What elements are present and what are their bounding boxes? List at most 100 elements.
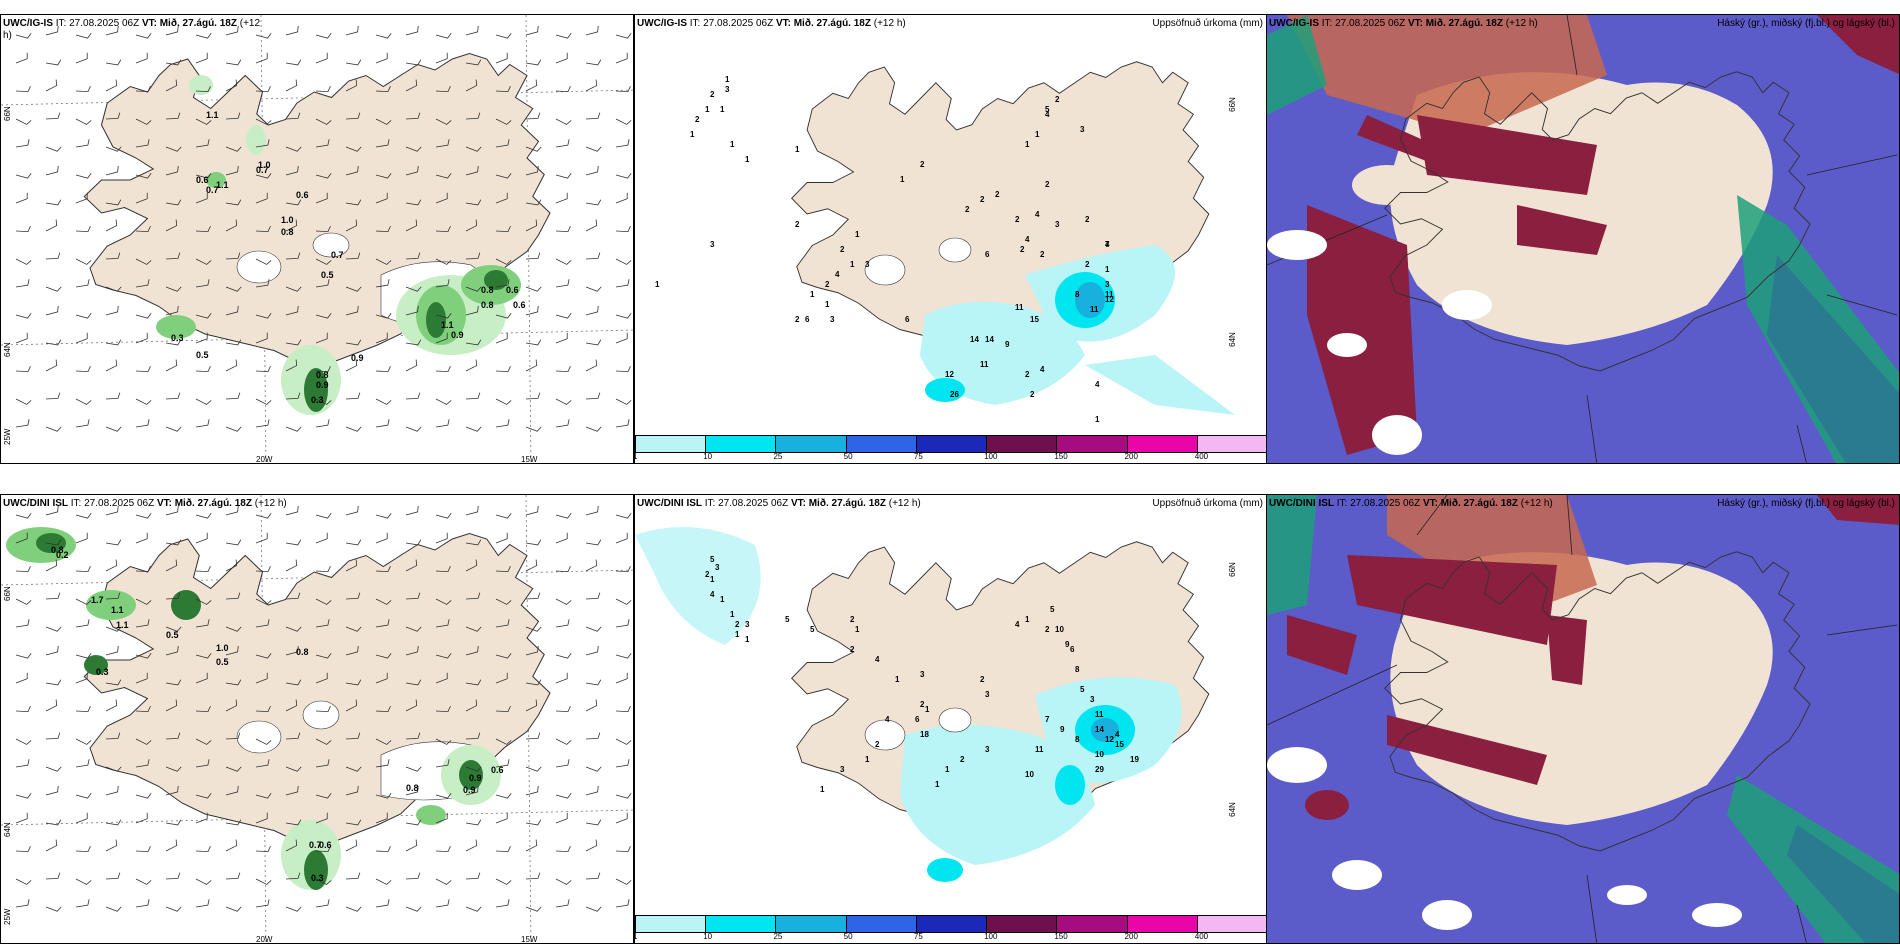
wind-barb (15, 332, 28, 344)
precip-value: 2 (695, 115, 700, 124)
wind-map-canvas (1, 15, 633, 463)
wind-barb (585, 906, 602, 912)
precip-value: 1 (705, 105, 710, 114)
map-title: Háský (gr.), miðský (fj.bl.) og lágský (… (1717, 18, 1895, 29)
wind-barb (75, 398, 92, 405)
wind-barb (15, 192, 28, 204)
wind-barb (375, 52, 388, 64)
wind-barb (195, 565, 211, 573)
wind-barb (465, 839, 478, 852)
lat-label: 64N (1227, 332, 1237, 347)
wind-barb (375, 139, 390, 148)
wind-barb (45, 286, 62, 292)
wind-barb (375, 313, 392, 319)
wind-barb (345, 679, 362, 686)
wind-barb (315, 812, 328, 824)
wind-barb (315, 653, 332, 659)
wind-barb (225, 286, 242, 292)
wind-barb (255, 619, 270, 628)
wind-barb (105, 732, 121, 740)
wind-barb (45, 906, 62, 912)
glaciers (864, 707, 972, 751)
wind-barb (585, 699, 598, 712)
wind-barb (195, 705, 211, 713)
precip-value: 26 (950, 390, 959, 399)
wind-barb (75, 793, 92, 799)
wind-barb (135, 85, 151, 93)
wind-barb (405, 219, 418, 232)
colorbar-segment (705, 436, 776, 452)
wind-barb (405, 59, 422, 66)
wind-barb (225, 592, 241, 600)
wind-barb (375, 85, 391, 93)
map-title: Uppsöfnuð úrkoma (mm) (1152, 18, 1263, 29)
colorbar-segment (775, 916, 846, 932)
wind-barb (285, 252, 301, 260)
wind-barb (495, 598, 512, 605)
wind-barb (15, 653, 32, 659)
wind-barb (15, 878, 32, 885)
wind-barb (375, 759, 390, 768)
wind-barb (465, 679, 482, 686)
wind-barb (255, 225, 271, 233)
precip-value: 2 (980, 675, 985, 684)
lon-label: 15W (521, 935, 538, 944)
wind-barb (495, 313, 512, 319)
wind-barb (615, 619, 630, 628)
wind-barb (165, 539, 182, 546)
wind-barb (135, 812, 148, 824)
precip-value: 7 (1105, 240, 1110, 249)
wind-barb (135, 845, 151, 853)
wind-barb (345, 592, 361, 600)
colorbar-tick: 200 (1124, 932, 1138, 941)
precip-value: 9 (1060, 725, 1065, 734)
wind-barb (465, 626, 482, 632)
precip-value: 4 (1025, 235, 1030, 244)
wind-barb (225, 785, 239, 796)
wind-barb (615, 793, 632, 799)
wind-barb (15, 139, 30, 148)
wind-barb (165, 592, 181, 600)
wind-barb (15, 33, 32, 39)
wind-barb (345, 839, 358, 852)
wind-barb (555, 139, 570, 148)
wind-barb (255, 653, 272, 659)
wind-barb (45, 732, 61, 740)
wind-barb (315, 672, 328, 684)
wind-barb (525, 286, 542, 292)
wind-barb (615, 845, 631, 853)
wind-barb (585, 146, 602, 152)
precip-value: 7 (1045, 715, 1050, 724)
wind-barb (75, 759, 90, 768)
wind-barb (465, 559, 478, 572)
wind-barb (465, 699, 478, 712)
precip-value: 4 (710, 590, 715, 599)
wind-barb (375, 225, 391, 233)
wind-barb (105, 165, 119, 176)
wind-barb (555, 33, 572, 39)
wind-barb (465, 505, 479, 516)
wind-barb (285, 505, 299, 516)
wind-barb (615, 118, 632, 125)
wind-barb (195, 365, 211, 373)
wind-barb (375, 258, 392, 265)
precip-value: 4 (1040, 365, 1045, 374)
precip-value: 3 (725, 85, 730, 94)
wind-barb (615, 653, 632, 659)
precip-value: 1 (795, 145, 800, 154)
precip-label: 0.2 (56, 550, 69, 560)
wind-barb (75, 225, 91, 233)
wind-barb (195, 398, 212, 405)
precip-value: 3 (865, 260, 870, 269)
precip-label: 0.5 (321, 270, 334, 280)
wind-barb (615, 672, 628, 684)
wind-barb (375, 672, 388, 684)
wind-barb (495, 173, 512, 179)
wind-barb (405, 199, 422, 206)
wind-barb (15, 118, 32, 125)
lon-label: 20W (256, 935, 273, 944)
wind-barb (405, 392, 421, 400)
wind-barb (165, 426, 182, 432)
wind-barb (195, 759, 210, 768)
wind-barb (345, 146, 362, 152)
